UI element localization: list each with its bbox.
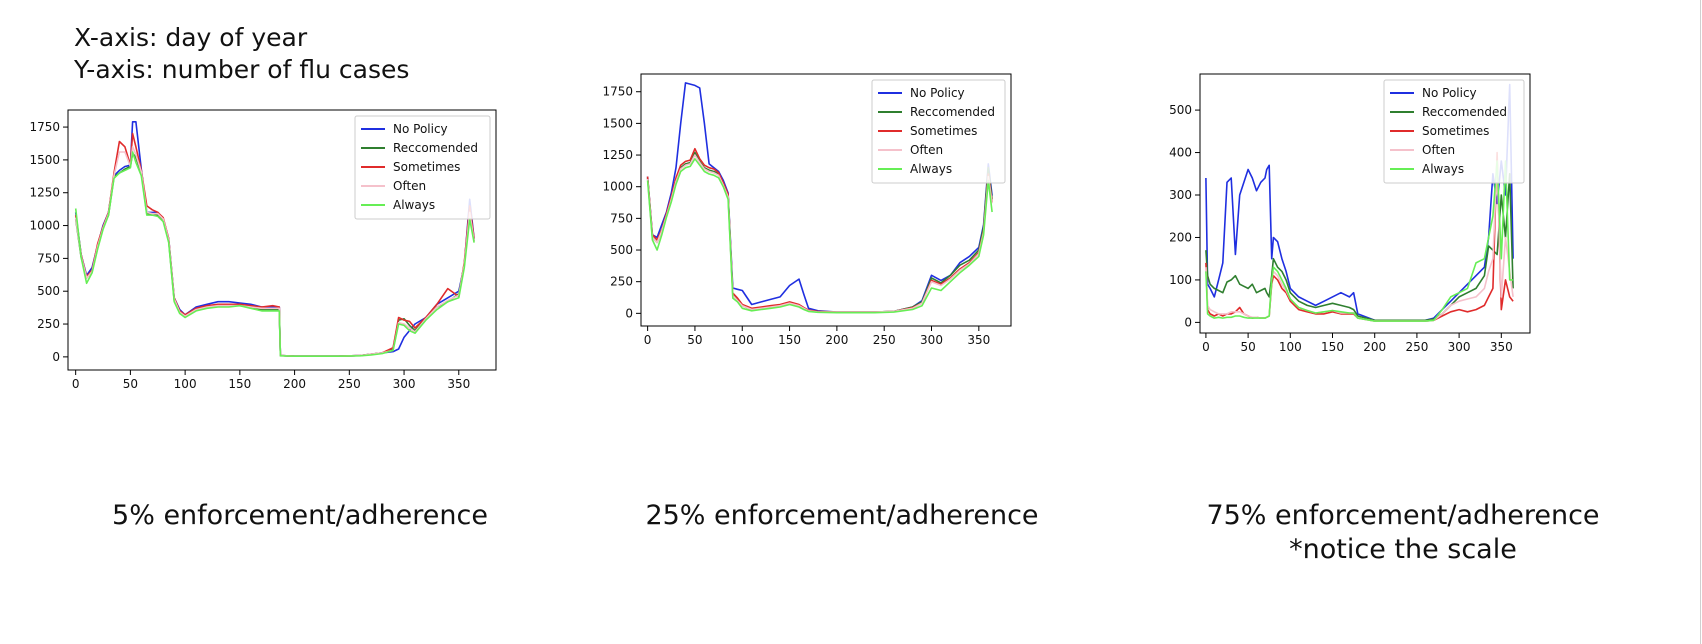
series-group	[74, 120, 475, 358]
series-line-often	[74, 145, 475, 358]
legend-label: Reccomended	[393, 141, 478, 155]
series-line-no-policy	[74, 120, 475, 358]
y-tick-label: 1250	[602, 148, 633, 162]
x-tick-label: 150	[228, 377, 251, 391]
y-tick-label: 200	[1169, 230, 1192, 244]
caption-25-percent: 25% enforcement/adherence	[582, 499, 1102, 533]
series-line-sometimes	[1205, 151, 1514, 322]
y-tick-label: 750	[610, 211, 633, 225]
legend-label: Always	[1422, 162, 1464, 176]
x-tick-label: 150	[1321, 340, 1344, 354]
y-tick-label: 500	[37, 284, 60, 298]
y-axis-note: Y-axis: number of flu cases	[74, 55, 410, 84]
x-tick-label: 50	[1240, 340, 1255, 354]
y-tick-label: 300	[1169, 188, 1192, 202]
caption-75-percent: 75% enforcement/adherence *notice the sc…	[1143, 499, 1663, 567]
x-tick-label: 250	[1405, 340, 1428, 354]
caption-5-percent: 5% enforcement/adherence	[40, 499, 560, 533]
x-tick-label: 50	[123, 377, 138, 391]
legend-label: Often	[910, 143, 943, 157]
x-tick-label: 100	[174, 377, 197, 391]
chart-5-percent: 0 50 100 150 200 250 300 350 0 250 500 750 1000 1250 1…	[29, 109, 497, 391]
x-tick-label: 250	[873, 333, 896, 347]
series-line-always	[646, 158, 993, 314]
series-line-sometimes	[74, 132, 475, 358]
caption-line: 75% enforcement/adherence	[1206, 500, 1600, 531]
legend-label: Always	[393, 198, 435, 212]
series-line-often	[646, 154, 993, 313]
series-line-no-policy	[646, 82, 993, 313]
series-line-no-policy	[1205, 83, 1514, 322]
chart-25-percent: 0 50 100 150 200 250 300 350 0 250 500 750 1000 1250 1…	[602, 73, 1012, 347]
legend-box	[354, 115, 491, 220]
legend-box	[871, 79, 1006, 184]
series-line-reccomended	[1205, 173, 1514, 322]
series-group	[646, 82, 993, 314]
x-tick-label: 200	[825, 333, 848, 347]
x-axis-note: X-axis: day of year	[74, 23, 308, 52]
x-tick-label: 300	[1448, 340, 1471, 354]
legend-label: Reccomended	[910, 105, 995, 119]
caption-scale-note: *notice the scale	[1289, 534, 1517, 565]
x-tick-label: 150	[778, 333, 801, 347]
legend-label: Reccomended	[1422, 105, 1507, 119]
y-tick-label: 1750	[602, 85, 633, 99]
caption-line: 5% enforcement/adherence	[112, 500, 488, 531]
x-tick-label: 200	[1363, 340, 1386, 354]
x-tick-label: 0	[1202, 340, 1210, 354]
y-tick-label: 0	[1184, 315, 1192, 329]
series-line-sometimes	[646, 147, 993, 313]
y-tick-label: 400	[1169, 146, 1192, 160]
x-tick-label: 0	[72, 377, 80, 391]
y-tick-label: 1000	[602, 180, 633, 194]
y-tick-label: 1500	[602, 116, 633, 130]
y-tick-label: 500	[610, 243, 633, 257]
chart-75-percent: 0 50 100 150 200 250 300 350 0 100 200 300 400 500 No …	[1169, 73, 1531, 354]
y-tick-label: 1250	[29, 186, 60, 200]
y-tick-label: 250	[37, 317, 60, 331]
x-tick-label: 300	[920, 333, 943, 347]
legend-label: Sometimes	[910, 124, 977, 138]
legend-label: Often	[1422, 143, 1455, 157]
y-tick-label: 750	[37, 251, 60, 265]
y-tick-label: 1500	[29, 153, 60, 167]
y-tick-label: 1000	[29, 219, 60, 233]
series-line-always	[1205, 160, 1514, 322]
legend-box	[1383, 79, 1525, 184]
series-group	[1205, 83, 1514, 322]
y-tick-label: 0	[625, 306, 633, 320]
y-tick-label: 100	[1169, 273, 1192, 287]
x-tick-label: 100	[731, 333, 754, 347]
y-tick-label: 250	[610, 275, 633, 289]
legend-label: No Policy	[910, 86, 965, 100]
y-tick-label: 1750	[29, 120, 60, 134]
x-tick-label: 350	[447, 377, 470, 391]
x-tick-label: 200	[283, 377, 306, 391]
y-tick-label: 500	[1169, 103, 1192, 117]
x-tick-label: 250	[338, 377, 361, 391]
y-tick-label: 0	[52, 350, 60, 364]
legend-label: Sometimes	[393, 160, 460, 174]
x-tick-label: 350	[967, 333, 990, 347]
x-tick-label: 300	[393, 377, 416, 391]
legend-label: Sometimes	[1422, 124, 1489, 138]
x-tick-label: 50	[687, 333, 702, 347]
series-line-always	[74, 151, 475, 358]
legend-label: Always	[910, 162, 952, 176]
legend-label: Often	[393, 179, 426, 193]
x-tick-label: 350	[1490, 340, 1513, 354]
legend-label: No Policy	[1422, 86, 1477, 100]
x-tick-label: 100	[1279, 340, 1302, 354]
page-divider	[1700, 0, 1701, 644]
x-tick-label: 0	[644, 333, 652, 347]
caption-line: 25% enforcement/adherence	[645, 500, 1039, 531]
legend-label: No Policy	[393, 122, 448, 136]
